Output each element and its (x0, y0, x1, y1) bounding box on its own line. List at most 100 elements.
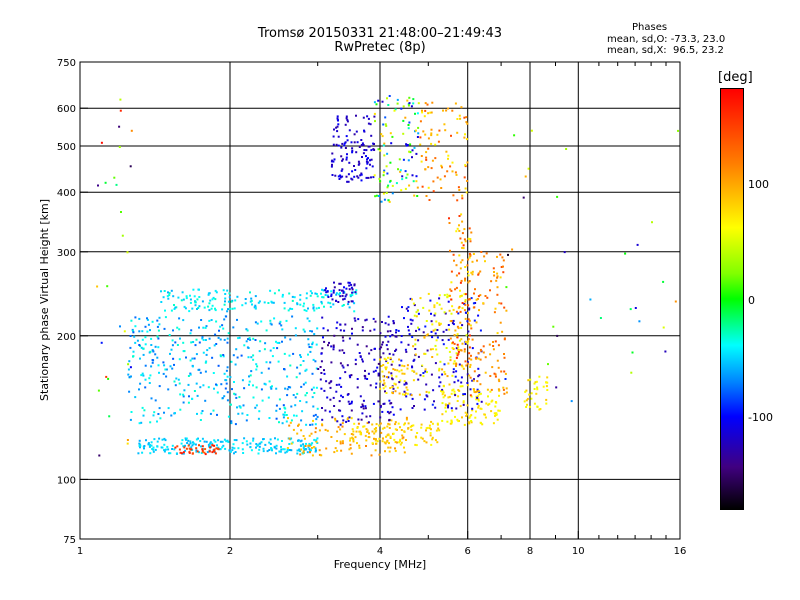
echo-point (193, 357, 196, 360)
echo-point (466, 413, 468, 416)
echo-point (416, 432, 419, 434)
echo-point (374, 449, 377, 452)
echo-point (250, 299, 253, 302)
echo-point (341, 289, 343, 292)
echo-point (355, 151, 358, 154)
echo-point (221, 446, 224, 449)
echo-point (496, 276, 499, 279)
echo-point (466, 382, 469, 384)
echo-point (227, 300, 230, 303)
echo-point (497, 388, 500, 391)
echo-point (535, 392, 538, 395)
echo-point (302, 360, 305, 362)
echo-point (204, 326, 207, 329)
echo-point (381, 440, 384, 443)
echo-point (356, 141, 359, 144)
y-tick-label: 75 (63, 535, 76, 546)
echo-point (164, 439, 167, 442)
echo-point (468, 352, 471, 355)
echo-point (279, 320, 282, 323)
echo-point (364, 377, 367, 380)
echo-point (371, 430, 374, 433)
echo-point (297, 424, 299, 427)
echo-point (298, 372, 301, 375)
echo-point (341, 175, 344, 178)
echo-point (383, 198, 386, 201)
echo-point (446, 420, 449, 423)
echo-point (344, 371, 347, 374)
echo-point (361, 326, 364, 329)
echo-point (379, 358, 381, 361)
echo-point (491, 366, 494, 369)
echo-point (471, 338, 474, 341)
echo-point (374, 120, 376, 123)
echo-point (370, 349, 373, 352)
echo-point (339, 292, 341, 295)
echo-point (318, 306, 320, 309)
echo-point (342, 298, 345, 301)
echo-point (456, 418, 459, 421)
echo-point (371, 423, 374, 426)
echo-point (407, 422, 410, 425)
echo-point (403, 451, 406, 454)
echo-point (384, 335, 387, 338)
echo-point (258, 445, 261, 448)
echo-point (351, 149, 354, 152)
echo-point (358, 146, 361, 148)
echo-point (166, 445, 169, 448)
echo-point (386, 186, 389, 189)
echo-point (108, 415, 111, 418)
echo-point (495, 412, 498, 415)
echo-point (425, 383, 428, 386)
echo-point (432, 180, 435, 183)
echo-point (208, 444, 211, 447)
echo-point (448, 383, 451, 386)
echo-point (255, 446, 257, 449)
echo-point (405, 386, 408, 389)
echo-point (188, 310, 191, 313)
echo-point (443, 294, 446, 297)
echo-point (452, 253, 455, 256)
echo-point (377, 400, 380, 403)
echo-point (464, 187, 467, 190)
echo-point (232, 443, 235, 446)
echo-point (182, 445, 185, 448)
echo-point (439, 322, 442, 325)
echo-point (212, 372, 215, 374)
echo-point (257, 444, 260, 447)
echo-point (411, 407, 414, 409)
echo-point (351, 332, 353, 335)
echo-point (248, 337, 251, 340)
echo-point (339, 329, 342, 332)
chart-title-line2: RwPretec (8p) (334, 40, 426, 55)
echo-point (309, 350, 312, 353)
echo-point (158, 385, 161, 388)
echo-point (469, 394, 472, 397)
echo-point (278, 407, 281, 410)
echo-point (472, 253, 475, 255)
echo-point (330, 345, 333, 348)
echo-point (190, 448, 193, 451)
echo-point (221, 397, 224, 400)
echo-point (234, 423, 237, 426)
echo-point (463, 136, 466, 139)
echo-point (332, 303, 335, 306)
echo-point (199, 440, 202, 442)
echo-point (215, 320, 218, 323)
echo-point (226, 439, 229, 442)
echo-point (497, 366, 500, 369)
echo-point (174, 384, 177, 387)
echo-point (427, 137, 430, 140)
echo-point (476, 396, 479, 399)
echo-point (251, 303, 253, 306)
echo-point (461, 385, 464, 388)
echo-point (449, 249, 451, 252)
echo-point (202, 384, 205, 387)
echo-point (195, 353, 198, 356)
echo-point (201, 450, 204, 453)
echo-point (490, 280, 493, 283)
echo-point (475, 398, 478, 401)
echo-point (440, 164, 443, 167)
echo-point (350, 400, 353, 403)
echo-point (281, 422, 284, 425)
